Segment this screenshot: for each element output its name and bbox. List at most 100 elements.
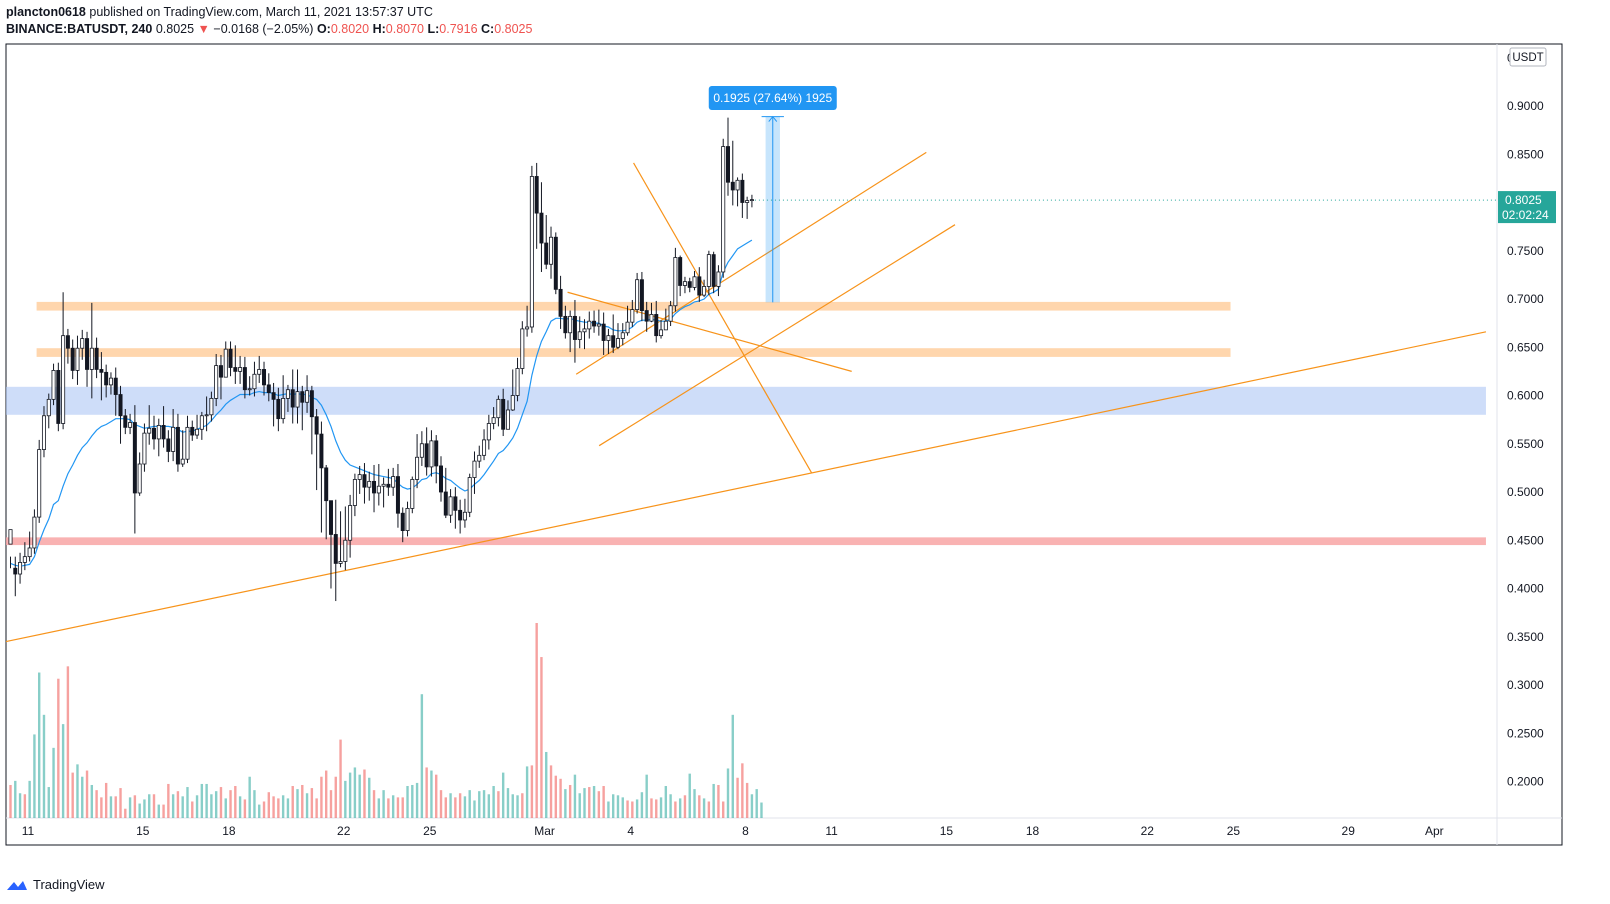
volume-bar	[559, 778, 562, 818]
candle	[41, 406, 46, 458]
candle	[348, 494, 353, 558]
candle-body	[415, 456, 420, 480]
volume-bar	[540, 657, 543, 818]
candle	[252, 361, 257, 397]
volume-bar	[755, 789, 758, 818]
candle-body	[730, 181, 735, 191]
volume-bar	[329, 790, 333, 818]
candle-body	[386, 483, 391, 488]
candle	[18, 552, 23, 584]
volume-bar	[745, 782, 749, 818]
tradingview-brand[interactable]: TradingView	[6, 877, 105, 892]
volume-bar	[100, 797, 103, 818]
candle	[142, 423, 147, 472]
volume-bar	[492, 786, 495, 818]
candle-body	[419, 443, 424, 458]
candle-body	[199, 415, 204, 430]
candle	[128, 413, 133, 435]
volume-bar	[191, 801, 194, 818]
volume-bar	[545, 751, 548, 818]
candle	[352, 473, 357, 517]
volume-bar	[406, 786, 409, 818]
candle	[639, 271, 644, 322]
symbol-line: BINANCE:BATUSDT, 240 0.8025 ▼ −0.0168 (−…	[6, 22, 532, 36]
volume-bar	[71, 772, 74, 818]
candle-body	[448, 496, 453, 516]
candle-body	[486, 423, 491, 441]
volume-bar	[33, 734, 36, 818]
volume-bar	[760, 802, 763, 818]
candle	[123, 409, 128, 435]
candle	[544, 215, 549, 270]
volume-bar	[688, 773, 691, 818]
volume-bar	[61, 724, 65, 818]
candle	[472, 451, 477, 494]
candle	[218, 354, 223, 400]
publish-line: plancton0618 published on TradingView.co…	[6, 5, 433, 19]
candle-body	[185, 426, 190, 460]
y-tick-label: 0.8500	[1507, 147, 1544, 161]
candle-body	[214, 365, 219, 399]
candle	[32, 509, 37, 554]
candle	[118, 385, 123, 444]
volume-bar	[717, 784, 720, 818]
y-tick-label: 0.5000	[1507, 485, 1544, 499]
trendline	[567, 291, 852, 372]
volume-bar	[186, 787, 189, 818]
volume-bar	[119, 788, 122, 818]
candle-body	[218, 365, 223, 378]
candle	[357, 465, 362, 494]
candle	[314, 409, 319, 491]
candle-body	[549, 236, 554, 265]
volume-bar	[726, 768, 730, 818]
low-value: 0.7916	[439, 22, 478, 36]
candle-body	[285, 389, 290, 399]
candle-body	[80, 338, 85, 349]
volume-bar	[167, 783, 170, 818]
candle-body	[352, 479, 357, 506]
volume-bar	[243, 799, 247, 818]
candle-body	[410, 479, 415, 509]
volume-bar	[176, 791, 180, 818]
y-tick-label: 0.3500	[1507, 630, 1544, 644]
candle	[558, 275, 563, 329]
high-value: 0.8070	[385, 22, 424, 36]
volume-bar	[411, 784, 414, 818]
candle-body	[362, 474, 367, 488]
volume-bar	[454, 797, 457, 818]
volume-bar	[554, 775, 557, 818]
volume-bar	[712, 783, 715, 818]
volume-bar	[114, 796, 117, 818]
last-price-label: 0.8025	[1505, 193, 1542, 207]
volume-bar	[750, 794, 754, 818]
candle	[338, 511, 343, 568]
candle	[180, 430, 185, 467]
candle	[257, 355, 262, 383]
candle	[525, 305, 530, 337]
symbol-name[interactable]: BINANCE:BATUSDT, 240	[6, 22, 153, 36]
candle	[400, 507, 405, 543]
y-tick-label: 0.4500	[1507, 533, 1544, 547]
volume-bar	[521, 793, 524, 818]
candle-body	[348, 505, 353, 541]
volume-bar	[305, 793, 309, 818]
candle	[745, 196, 750, 219]
volume-bar	[138, 803, 141, 818]
candle	[309, 385, 314, 455]
x-tick-label: 29	[1342, 824, 1356, 838]
publisher-name[interactable]: plancton0618	[6, 5, 86, 19]
candle	[108, 372, 113, 395]
volume-bar	[281, 795, 285, 818]
candle	[611, 314, 616, 354]
candle	[711, 251, 716, 294]
candle-body	[56, 370, 61, 424]
candle-body	[568, 315, 573, 334]
volume-bar	[612, 794, 615, 818]
candle	[190, 420, 195, 441]
y-tick-label: 0.5500	[1507, 437, 1544, 451]
volume-bar	[430, 770, 433, 818]
candle	[749, 194, 754, 208]
y-tick-label: 0.2000	[1507, 775, 1544, 789]
volume-bar	[659, 797, 663, 818]
